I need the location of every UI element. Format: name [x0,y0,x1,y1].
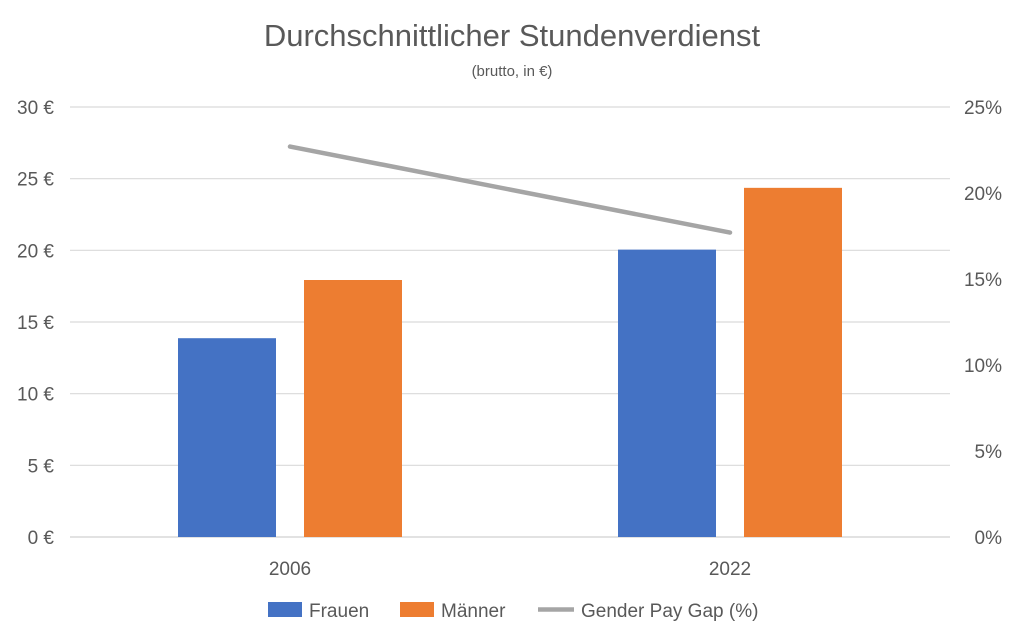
chart-title: Durchschnittlicher Stundenverdienst [264,18,761,53]
y-tick-label: 30 € [17,98,54,119]
y-tick-label: 15 € [17,313,54,334]
bar-männer-2006 [304,280,402,537]
y2-tick-label: 25% [964,98,1002,119]
y2-tick-label: 5% [975,442,1003,463]
y-tick-label: 5 € [28,456,55,477]
y2-tick-label: 20% [964,184,1002,205]
legend-item: Gender Pay Gap (%) [538,601,758,622]
x-tick-label: 2006 [269,559,311,580]
y2-tick-label: 15% [964,270,1002,291]
x-tick-label: 2022 [709,559,751,580]
legend-swatch [268,602,302,617]
y-tick-label: 0 € [28,528,55,549]
y-tick-label: 20 € [17,241,54,262]
legend-label: Männer [441,601,506,622]
legend-item: Frauen [268,601,369,622]
line-gender-pay-gap [287,144,733,235]
legend-label: Frauen [309,601,369,622]
bar-frauen-2006 [178,338,276,537]
legend-item: Männer [400,601,506,622]
y-tick-label: 10 € [17,385,54,406]
legend-label: Gender Pay Gap (%) [581,601,758,622]
y2-tick-label: 0% [975,528,1003,549]
y2-tick-label: 10% [964,356,1002,377]
y-tick-label: 25 € [17,170,54,191]
chart-subtitle: (brutto, in €) [472,63,553,80]
bar-frauen-2022 [618,249,716,537]
bar-männer-2022 [744,187,842,537]
legend-swatch [400,602,434,617]
